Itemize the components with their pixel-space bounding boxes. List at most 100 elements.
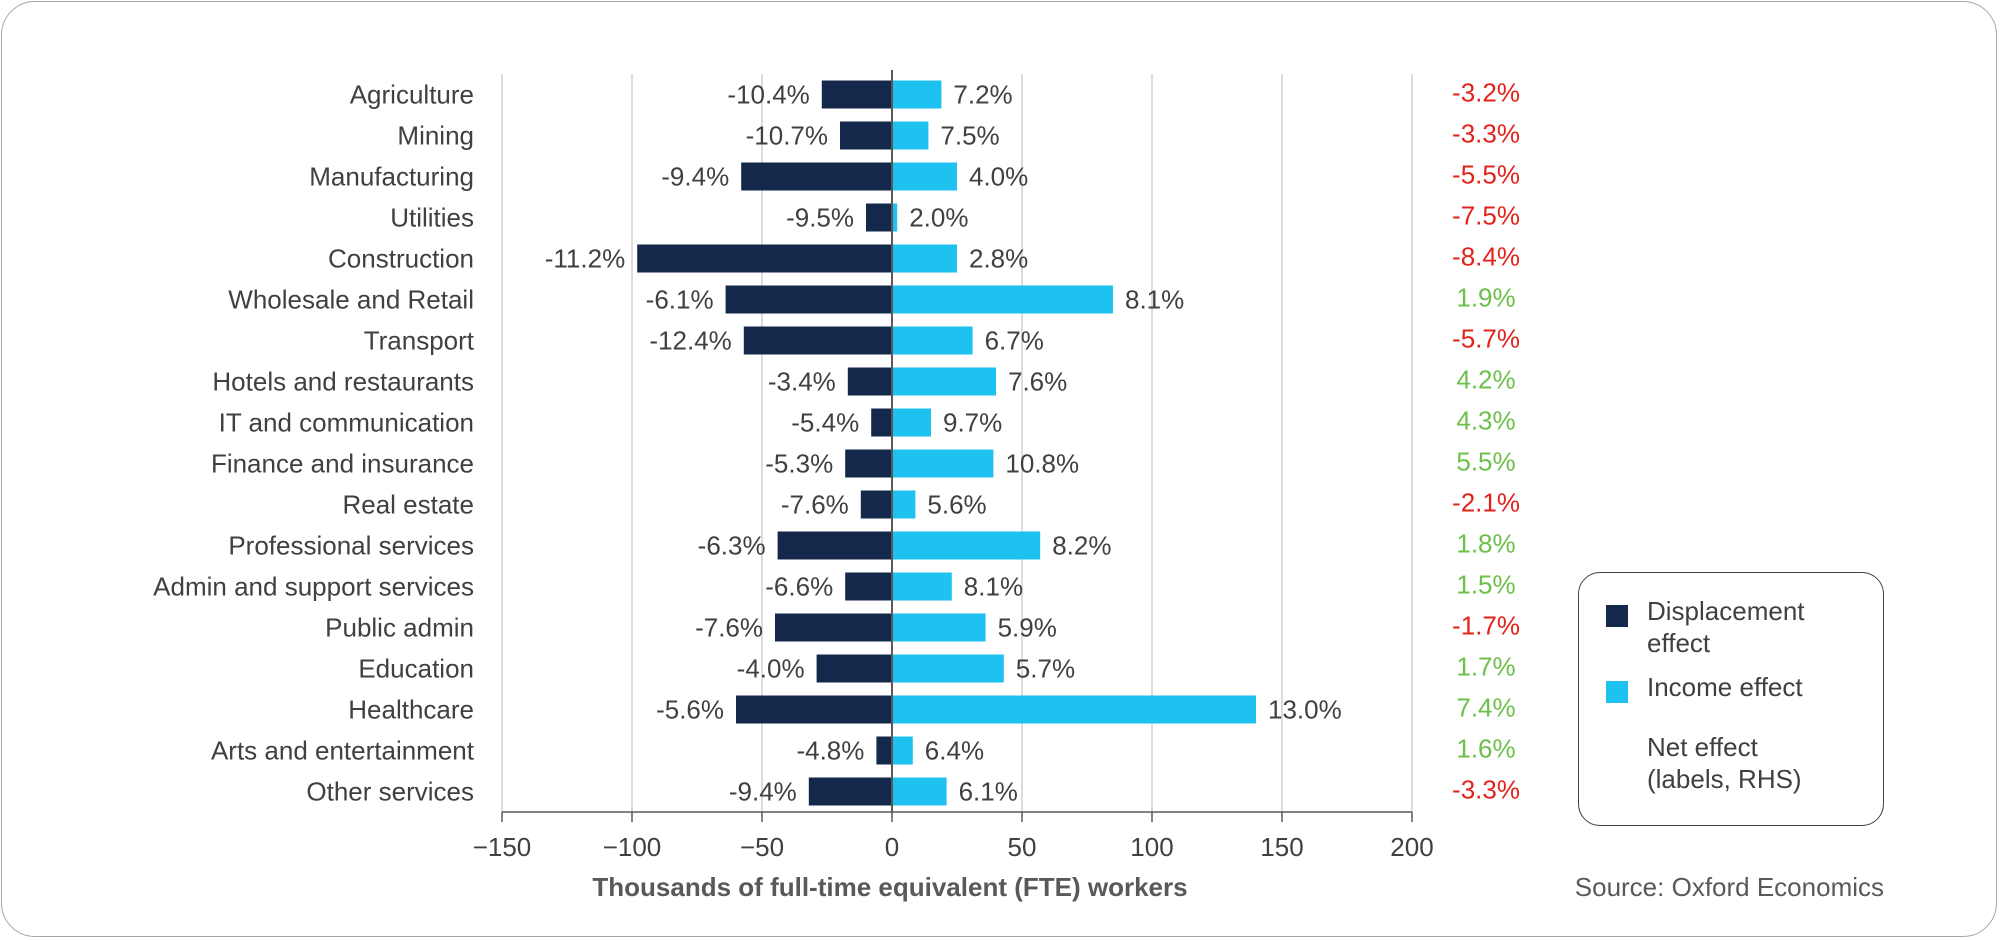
displacement-value-label: -6.1% bbox=[646, 285, 714, 315]
source-note: Source: Oxford Economics bbox=[1575, 872, 1884, 902]
displacement-value-label: -7.6% bbox=[781, 490, 849, 520]
income-value-label: 4.0% bbox=[969, 162, 1028, 192]
value-labels: -10.4% 7.2% -10.7% 7.5% -9.4% 4.0% -9.5% 2.0% -1… bbox=[545, 80, 1342, 807]
x-tick-label: −100 bbox=[603, 832, 662, 862]
income-value-label: 13.0% bbox=[1268, 695, 1342, 725]
bar-displacement bbox=[637, 244, 892, 273]
x-tick-label: 0 bbox=[885, 832, 899, 862]
x-tick-label: 200 bbox=[1390, 832, 1433, 862]
net-effect-label: -5.5% bbox=[1452, 160, 1520, 190]
legend-swatch-income bbox=[1606, 681, 1628, 703]
bar-income bbox=[892, 490, 916, 519]
legend-label-net: Net effect (labels, RHS) bbox=[1647, 732, 1802, 794]
bar-displacement bbox=[845, 449, 892, 478]
income-value-label: 8.1% bbox=[1125, 285, 1184, 315]
bar-income bbox=[892, 162, 957, 191]
displacement-value-label: -10.7% bbox=[746, 121, 828, 151]
net-effect-label: -8.4% bbox=[1452, 242, 1520, 272]
bar-displacement bbox=[845, 572, 892, 601]
displacement-value-label: -6.3% bbox=[698, 531, 766, 561]
displacement-value-label: -12.4% bbox=[649, 326, 731, 356]
net-effect-label: 4.3% bbox=[1456, 406, 1515, 436]
category-label: Healthcare bbox=[348, 695, 474, 725]
income-value-label: 6.1% bbox=[959, 777, 1018, 807]
legend: Displacement effect Income effect Net ef… bbox=[1578, 572, 1884, 826]
displacement-value-label: -10.4% bbox=[727, 80, 809, 110]
net-effect-label: 5.5% bbox=[1456, 447, 1515, 477]
income-value-label: 5.6% bbox=[927, 490, 986, 520]
bar-displacement bbox=[741, 162, 892, 191]
legend-label-displacement: Displacement effect bbox=[1647, 596, 1805, 658]
bar-displacement bbox=[871, 408, 892, 437]
bar-displacement bbox=[775, 613, 892, 642]
category-label: Wholesale and Retail bbox=[228, 285, 474, 315]
category-label: IT and communication bbox=[219, 408, 474, 438]
net-effect-label: 1.6% bbox=[1456, 734, 1515, 764]
bar-income bbox=[892, 654, 1004, 683]
income-value-label: 8.2% bbox=[1052, 531, 1111, 561]
bar-displacement bbox=[777, 531, 892, 560]
bar-income bbox=[892, 777, 947, 806]
bar-displacement bbox=[736, 695, 892, 724]
income-value-label: 7.5% bbox=[940, 121, 999, 151]
displacement-value-label: -9.4% bbox=[661, 162, 729, 192]
displacement-value-label: -5.4% bbox=[791, 408, 859, 438]
displacement-value-label: -4.8% bbox=[796, 736, 864, 766]
bar-displacement bbox=[847, 367, 892, 396]
category-label: Manufacturing bbox=[309, 162, 474, 192]
bar-displacement bbox=[860, 490, 892, 519]
bar-income bbox=[892, 572, 952, 601]
income-value-label: 2.0% bbox=[909, 203, 968, 233]
bar-displacement bbox=[808, 777, 892, 806]
bar-income bbox=[892, 326, 973, 355]
bar-income bbox=[892, 121, 929, 150]
category-label: Finance and insurance bbox=[211, 449, 474, 479]
x-tick-label: 100 bbox=[1130, 832, 1173, 862]
gridlines bbox=[501, 74, 1413, 812]
bar-displacement bbox=[821, 80, 892, 109]
x-tick-label: 50 bbox=[1008, 832, 1037, 862]
category-label: Real estate bbox=[342, 490, 474, 520]
income-value-label: 7.2% bbox=[953, 80, 1012, 110]
net-effect-label: -3.2% bbox=[1452, 78, 1520, 108]
income-value-label: 7.6% bbox=[1008, 367, 1067, 397]
net-effect-label: 4.2% bbox=[1456, 365, 1515, 395]
net-effect-label: -5.7% bbox=[1452, 324, 1520, 354]
category-label: Other services bbox=[306, 777, 474, 807]
net-effect-label: 1.5% bbox=[1456, 570, 1515, 600]
bar-income bbox=[892, 613, 986, 642]
legend-label-income: Income effect bbox=[1647, 672, 1803, 702]
bar-income bbox=[892, 408, 931, 437]
legend-swatch-displacement bbox=[1606, 605, 1628, 627]
bar-displacement bbox=[840, 121, 892, 150]
category-label: Public admin bbox=[325, 613, 474, 643]
displacement-value-label: -7.6% bbox=[695, 613, 763, 643]
x-axis: −150 −100 −50 0 50 100 150 200 bbox=[473, 70, 1434, 862]
bar-displacement bbox=[866, 203, 892, 232]
bar-displacement bbox=[876, 736, 892, 765]
bar-displacement bbox=[743, 326, 892, 355]
x-tick-label: −50 bbox=[740, 832, 784, 862]
category-label: Utilities bbox=[390, 203, 474, 233]
income-value-label: 2.8% bbox=[969, 244, 1028, 274]
category-label: Transport bbox=[364, 326, 475, 356]
x-axis-title: Thousands of full-time equivalent (FTE) … bbox=[592, 872, 1187, 902]
x-tick-label: 150 bbox=[1260, 832, 1303, 862]
displacement-value-label: -9.4% bbox=[729, 777, 797, 807]
income-value-label: 5.7% bbox=[1016, 654, 1075, 684]
net-effect-label: 7.4% bbox=[1456, 693, 1515, 723]
net-effect-label: -3.3% bbox=[1452, 119, 1520, 149]
net-effect-label: -7.5% bbox=[1452, 201, 1520, 231]
bar-displacement bbox=[725, 285, 892, 314]
net-effect-label: -2.1% bbox=[1452, 488, 1520, 518]
displacement-value-label: -5.3% bbox=[765, 449, 833, 479]
income-value-label: 5.9% bbox=[998, 613, 1057, 643]
income-value-label: 10.8% bbox=[1005, 449, 1079, 479]
bar-income bbox=[892, 80, 942, 109]
category-label: Agriculture bbox=[350, 80, 474, 110]
displacement-value-label: -11.2% bbox=[545, 244, 625, 274]
bar-income bbox=[892, 736, 913, 765]
income-value-label: 6.7% bbox=[985, 326, 1044, 356]
displacement-value-label: -3.4% bbox=[768, 367, 836, 397]
